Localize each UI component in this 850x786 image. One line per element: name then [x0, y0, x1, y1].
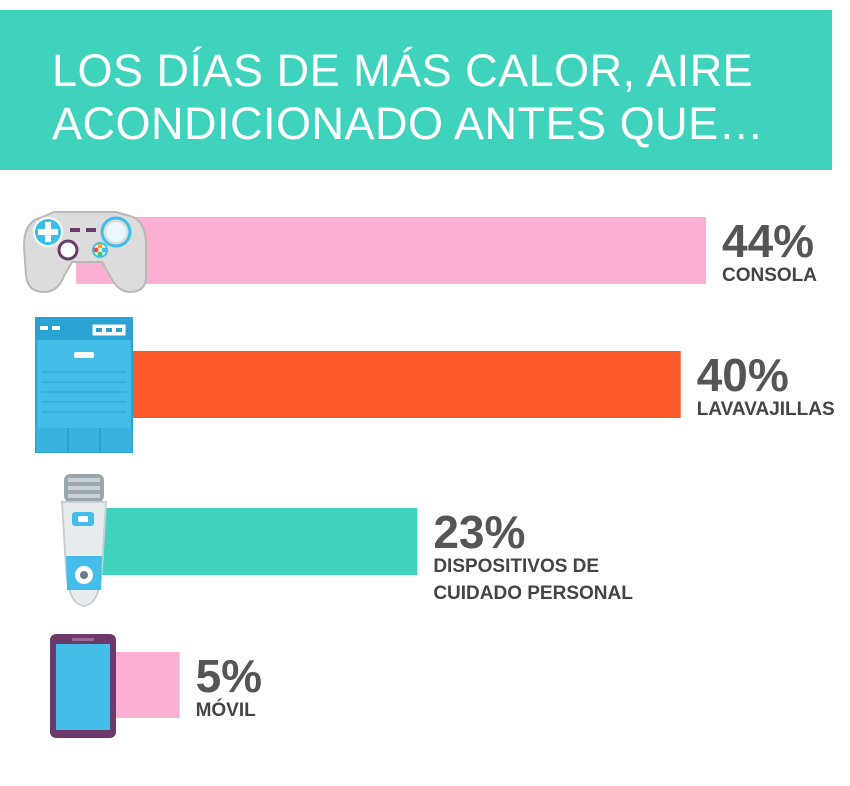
smartphone-icon	[50, 634, 116, 738]
category-label-3-line-1: DISPOSITIVOS DE	[433, 556, 599, 577]
chart-title: LOS DÍAS DE MÁS CALOR, AIRE ACONDICIONAD…	[52, 45, 765, 149]
value-label-2: 40%	[697, 349, 789, 401]
bar-3	[88, 508, 418, 575]
dishwasher-icon	[35, 317, 133, 453]
category-label-2: LAVAVAJILLAS	[697, 399, 835, 420]
category-label-3-line-2: CUIDADO PERSONAL	[433, 583, 633, 604]
game-controller-icon	[22, 211, 147, 294]
epilator-icon	[60, 474, 108, 608]
bars-layer	[76, 217, 706, 718]
bar-4	[108, 652, 180, 718]
category-label-4: MÓVIL	[196, 699, 257, 721]
value-label-4: 5%	[196, 650, 262, 702]
bar-1	[76, 217, 706, 284]
bar-2	[108, 351, 681, 418]
title-banner: LOS DÍAS DE MÁS CALOR, AIRE ACONDICIONAD…	[0, 10, 832, 170]
category-label-1: CONSOLA	[722, 265, 817, 286]
value-label-3: 23%	[433, 506, 525, 558]
labels-layer: 44%CONSOLA 40%LAVAVAJILLAS 23%DISPOSITIVOS…	[196, 215, 835, 721]
value-label-1: 44%	[722, 215, 814, 267]
